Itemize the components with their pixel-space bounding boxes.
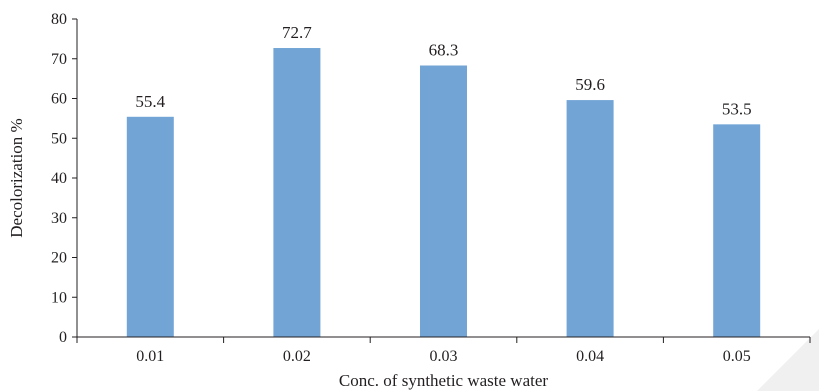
y-tick-label: 0 bbox=[59, 329, 67, 346]
y-axis-ticks: 0 10 20 30 40 50 60 70 80 bbox=[51, 11, 77, 346]
bar-0.01 bbox=[126, 116, 174, 337]
x-tick-label: 0.01 bbox=[136, 348, 164, 365]
x-tick-label: 0.03 bbox=[430, 348, 458, 365]
data-label: 55.4 bbox=[135, 92, 165, 111]
y-tick-label: 50 bbox=[51, 130, 67, 147]
x-axis-title: Conc. of synthetic waste water bbox=[339, 371, 548, 390]
bars bbox=[126, 48, 761, 338]
data-label: 53.5 bbox=[722, 99, 752, 118]
bar-0.03 bbox=[420, 65, 467, 337]
y-tick-label: 30 bbox=[51, 210, 67, 227]
y-tick-label: 70 bbox=[51, 51, 67, 68]
data-label: 59.6 bbox=[575, 75, 605, 94]
bar-0.04 bbox=[566, 100, 614, 337]
data-labels: 55.4 72.7 68.3 59.6 53.5 bbox=[135, 23, 751, 118]
y-tick-label: 10 bbox=[51, 289, 67, 306]
data-label: 68.3 bbox=[429, 41, 459, 60]
y-tick-label: 80 bbox=[51, 11, 67, 28]
y-axis-title: Decolorization % bbox=[7, 118, 26, 237]
bar-0.05 bbox=[713, 124, 761, 338]
x-tick-label: 0.05 bbox=[723, 348, 751, 365]
x-tick-label: 0.02 bbox=[283, 348, 311, 365]
x-axis-ticks: 0.01 0.02 0.03 0.04 0.05 bbox=[76, 337, 811, 365]
corner-watermark bbox=[757, 329, 819, 391]
y-tick-label: 60 bbox=[51, 91, 67, 108]
y-tick-label: 20 bbox=[51, 250, 67, 267]
bar-0.02 bbox=[273, 48, 321, 338]
data-label: 72.7 bbox=[282, 23, 312, 42]
x-tick-label: 0.04 bbox=[576, 348, 604, 365]
y-tick-label: 40 bbox=[51, 170, 67, 187]
